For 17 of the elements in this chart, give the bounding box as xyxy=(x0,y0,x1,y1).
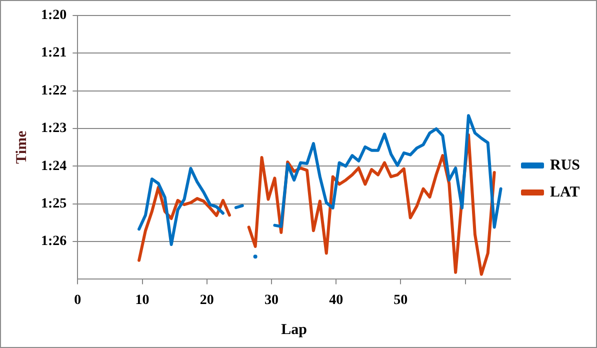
legend-label: RUS xyxy=(550,157,580,174)
y-axis-title: Time xyxy=(14,130,30,164)
y-tick-label: 1:25 xyxy=(40,196,67,212)
x-tick-label: 20 xyxy=(200,293,214,308)
y-tick-label: 1:26 xyxy=(40,234,67,250)
y-tick-label: 1:20 xyxy=(40,8,67,24)
x-tick-label: 40 xyxy=(329,293,344,308)
x-tick-label: 0 xyxy=(74,293,82,308)
x-tick-label: 10 xyxy=(135,293,150,308)
x-axis-title: Lap xyxy=(281,322,308,338)
y-tick-label: 1:24 xyxy=(40,158,67,174)
y-tick-label: 1:21 xyxy=(40,46,67,61)
y-tick-label: 1:22 xyxy=(40,83,67,98)
legend-label: LAT xyxy=(550,184,580,200)
x-tick-label: 50 xyxy=(394,293,408,308)
x-tick-label: 30 xyxy=(264,293,278,308)
y-tick-label: 1:23 xyxy=(40,121,67,136)
